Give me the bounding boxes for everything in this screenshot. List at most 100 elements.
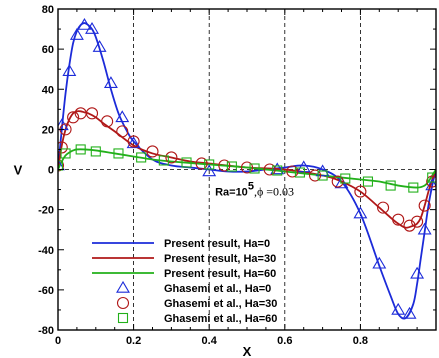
axis-titles: X V <box>14 163 252 358</box>
series-marker <box>411 215 424 228</box>
annotation-ra-exponent: 5 <box>248 181 254 193</box>
legend-marker-swatch <box>116 296 130 310</box>
legend-label: Present result, Ha=30 <box>164 253 276 265</box>
x-tick-label: 0.8 <box>353 335 368 347</box>
series-marker <box>263 163 276 176</box>
parameter-annotation: Ra=105,ϕ =0.03 <box>215 181 294 199</box>
series-marker <box>181 157 192 168</box>
y-axis-title: V <box>14 163 23 178</box>
series-line <box>58 110 436 229</box>
legend-entry: Ghasemi et al., Ha=60 <box>117 312 277 325</box>
series-marker <box>272 165 283 176</box>
annotation-phi: ,ϕ =0.03 <box>254 185 294 199</box>
series-marker <box>294 167 305 178</box>
series-marker <box>67 111 80 124</box>
series-marker <box>353 206 368 219</box>
y-tick-label: -80 <box>38 325 54 337</box>
series-marker <box>165 151 178 164</box>
series-marker <box>195 157 208 170</box>
y-tick-label: 0 <box>48 165 54 177</box>
series-marker <box>270 162 285 175</box>
series-marker <box>58 158 65 171</box>
x-tick-label: 0.6 <box>277 335 292 347</box>
series-marker <box>425 178 436 191</box>
legend-marker-swatch <box>116 280 130 293</box>
y-tick-label: 20 <box>42 124 54 136</box>
x-axis-title: X <box>243 344 252 358</box>
legend-entry: Ghasemi et al., Ha=30 <box>116 296 277 310</box>
series-marker <box>296 160 311 173</box>
series-marker <box>103 76 118 88</box>
y-tick-label: 40 <box>42 84 54 96</box>
annotation-ra: Ra=10 <box>215 187 248 199</box>
series-marker <box>377 201 390 214</box>
series-marker <box>75 144 86 155</box>
legend-entry: Present result, Ha=0 <box>92 238 270 250</box>
y-tick-label: 60 <box>42 44 54 56</box>
series-marker <box>136 152 147 163</box>
y-tick-label: -20 <box>38 205 54 217</box>
x-tick-label: 0.4 <box>202 335 218 347</box>
series-marker <box>308 169 322 182</box>
series-marker <box>427 172 436 183</box>
series-marker <box>60 148 71 159</box>
series-marker <box>115 110 130 123</box>
legend: Present result, Ha=0 Present result, Ha=3… <box>92 238 277 325</box>
series-marker <box>69 27 84 40</box>
annotation-text: Ra=105,ϕ =0.03 <box>215 181 294 199</box>
series-marker <box>113 148 124 159</box>
series-marker <box>317 170 328 181</box>
series-marker <box>402 306 417 319</box>
legend-entry: Present result, Ha=60 <box>92 268 276 280</box>
series-marker <box>58 159 65 172</box>
legend-label: Ghasemi et al., Ha=0 <box>164 283 271 295</box>
series-marker <box>204 159 215 170</box>
series-marker <box>85 107 99 120</box>
series-marker <box>403 219 416 232</box>
series-marker <box>92 40 107 52</box>
grid <box>58 9 436 330</box>
series-marker <box>126 136 141 149</box>
series-marker <box>249 163 260 174</box>
series-marker <box>90 146 101 157</box>
series-marker <box>85 21 99 34</box>
legend-marker-swatch <box>117 312 129 324</box>
series-marker <box>202 164 217 177</box>
series-marker <box>331 175 344 188</box>
series-marker <box>77 17 92 30</box>
series-marker <box>340 173 351 184</box>
series-marker <box>116 125 129 138</box>
ticks: 0 0.2 0.4 0.6 0.8 80 60 40 20 0 -20 -40 -60 -80 <box>38 4 437 347</box>
series-marker <box>426 175 436 188</box>
series-marker <box>362 176 374 187</box>
series-marker <box>240 161 254 174</box>
series-marker <box>354 185 367 198</box>
series-marker <box>408 182 419 193</box>
series-marker <box>101 115 114 128</box>
series-marker <box>391 302 406 315</box>
series-marker <box>372 256 387 269</box>
legend-label: Ghasemi et al., Ha=30 <box>164 298 277 310</box>
series-marker <box>226 161 237 172</box>
legend-label: Ghasemi et al., Ha=60 <box>164 313 277 325</box>
legend-label: Present result, Ha=60 <box>164 268 276 280</box>
x-tick-label: 0.2 <box>126 335 141 347</box>
series-marker <box>58 160 64 171</box>
y-tick-label: 80 <box>42 4 54 16</box>
series-marker <box>127 135 140 148</box>
series-marker <box>158 155 169 166</box>
series-marker <box>392 213 405 226</box>
legend-entry: Ghasemi et al., Ha=0 <box>116 280 271 295</box>
series-marker <box>417 222 432 235</box>
series-layer <box>58 17 436 320</box>
series-marker <box>58 141 68 154</box>
y-tick-label: -40 <box>38 245 54 257</box>
series-marker <box>62 64 77 76</box>
series-marker <box>410 266 425 279</box>
y-tick-label: -60 <box>38 285 54 297</box>
x-tick-label: 0 <box>55 335 61 347</box>
series-marker <box>286 165 299 178</box>
legend-label: Present result, Ha=0 <box>164 238 270 250</box>
legend-entry: Present result, Ha=30 <box>92 253 276 265</box>
